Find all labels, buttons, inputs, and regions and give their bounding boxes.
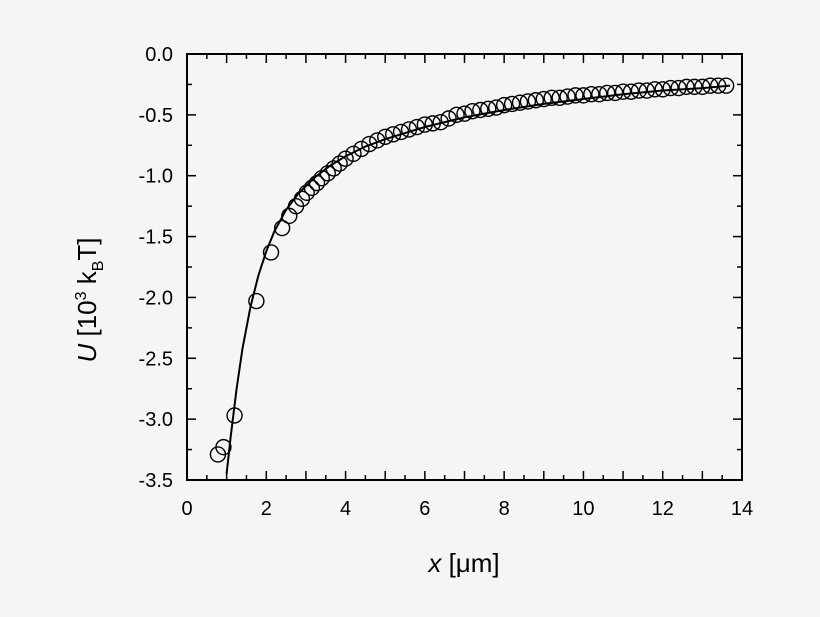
data-point: [377, 128, 394, 145]
x-axis-title: x [μm]: [426, 548, 499, 578]
fit-line: [225, 84, 731, 475]
data-point: [583, 85, 600, 103]
y-tick-label: -2.5: [139, 348, 173, 370]
data-point: [298, 184, 315, 201]
data-point: [248, 292, 265, 310]
data-point: [599, 84, 616, 102]
data-point: [331, 155, 348, 172]
axis-ticks: [186, 53, 743, 481]
data-point: [686, 78, 703, 96]
data-point: [384, 126, 402, 143]
data-point: [614, 83, 632, 100]
data-point: [472, 101, 489, 119]
data-point: [567, 87, 584, 104]
data-point: [308, 174, 326, 192]
y-tick-label: -2.0: [139, 287, 173, 309]
x-tick-label: 4: [340, 498, 351, 520]
data-point: [694, 78, 711, 96]
data-point: [361, 135, 378, 153]
data-point: [591, 85, 608, 103]
data-point: [313, 169, 330, 187]
data-point: [464, 103, 481, 120]
data-point: [303, 179, 321, 197]
x-tick-label: 10: [572, 498, 594, 520]
x-tick-label: 0: [181, 498, 192, 520]
data-point: [432, 113, 449, 131]
y-tick-label: -1.0: [139, 166, 173, 188]
data-point: [535, 90, 552, 108]
x-tick-label: 12: [652, 498, 674, 520]
data-point: [551, 89, 568, 107]
data-point: [408, 118, 426, 136]
data-point: [710, 77, 727, 94]
data-point: [495, 96, 513, 114]
data-point: [440, 110, 457, 127]
y-tick-label: -3.5: [139, 470, 173, 492]
data-point: [353, 140, 370, 158]
plot-area: [209, 77, 735, 475]
data-point: [654, 81, 671, 98]
data-point: [416, 116, 434, 133]
x-tick-label: 2: [261, 498, 272, 520]
data-point: [503, 95, 521, 113]
data-point: [575, 87, 592, 104]
data-point: [400, 121, 418, 138]
data-point: [345, 145, 362, 163]
y-tick-label: -0.5: [139, 105, 173, 127]
data-point: [369, 132, 386, 149]
data-point: [543, 89, 560, 107]
data-point: [337, 150, 354, 167]
data-point: [662, 79, 679, 97]
data-point: [262, 244, 280, 261]
data-point: [678, 78, 695, 96]
data-point: [319, 165, 336, 182]
data-point: [646, 81, 663, 98]
y-tick-label: -1.5: [139, 227, 173, 249]
data-point: [488, 99, 505, 116]
data-point: [622, 83, 640, 100]
data-point: [424, 115, 441, 132]
data-point: [273, 219, 291, 237]
data-point: [325, 160, 342, 177]
y-axis-title: U [103 kBT]: [72, 237, 107, 362]
tick-labels: 0 2 4 6 8 10 12 14 0.0 -0.5 -1.0 -1.5 -2.0 -2.5 -3.0 -3…: [139, 44, 754, 520]
x-tick-label: 8: [499, 498, 510, 520]
data-point: [702, 77, 719, 94]
data-point: [519, 93, 537, 110]
y-tick-label: -3.0: [139, 409, 173, 431]
x-tick-label: 14: [731, 498, 753, 520]
data-point: [638, 82, 656, 99]
data-point: [392, 123, 410, 141]
data-point: [480, 100, 497, 117]
data-point: [670, 79, 687, 97]
data-point: [448, 106, 465, 124]
data-point: [456, 105, 473, 122]
data-point: [215, 438, 232, 456]
data-point: [527, 92, 545, 109]
data-point: [226, 407, 243, 424]
y-tick-label: 0.0: [145, 44, 173, 66]
data-point: [293, 190, 311, 208]
data-point: [559, 88, 576, 105]
data-point: [606, 84, 624, 102]
data-point: [511, 94, 529, 111]
data-point: [717, 77, 735, 94]
x-tick-label: 6: [419, 498, 430, 520]
data-point: [630, 82, 648, 99]
